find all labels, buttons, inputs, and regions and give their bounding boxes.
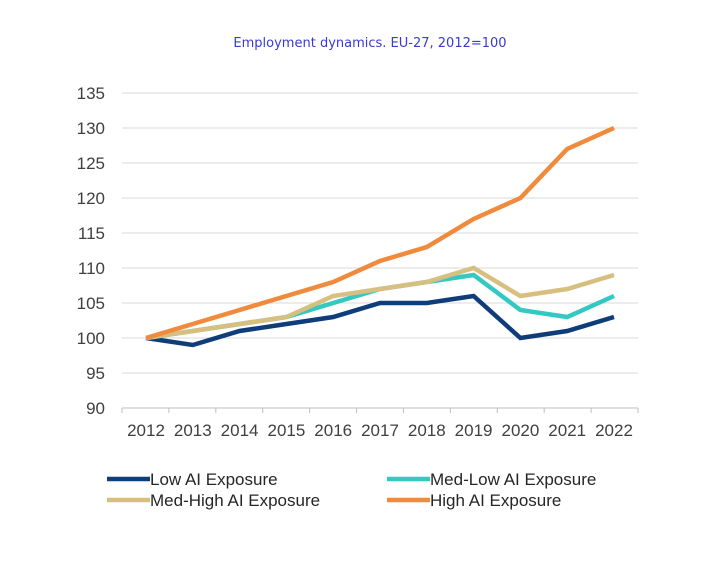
chart-title: Employment dynamics. EU-27, 2012=100 [233,36,507,51]
y-tick-label: 130 [77,119,105,138]
legend: Low AI Exposure Med-Low AI Exposure Med-Hi… [107,470,596,510]
y-tick-label: 100 [77,329,105,348]
legend-label: Med-High AI Exposure [150,491,320,510]
legend-label: Med-Low AI Exposure [430,470,596,489]
y-tick-label: 120 [77,189,105,208]
y-axis-ticks: 90 95 100 105 110 115 120 125 130 135 [77,84,105,418]
x-tick-label: 2022 [595,421,633,440]
x-tick-label: 2015 [267,421,305,440]
y-tick-label: 105 [77,294,105,313]
x-tick-label: 2016 [314,421,352,440]
x-tick-label: 2017 [361,421,399,440]
y-tick-label: 90 [86,399,105,418]
x-tick-label: 2018 [408,421,446,440]
x-tick-label: 2014 [221,421,259,440]
legend-label: High AI Exposure [430,491,561,510]
legend-item: High AI Exposure [387,491,561,510]
x-tick-label: 2021 [548,421,586,440]
y-tick-label: 110 [78,259,105,278]
x-axis-ticks: 2012 2013 2014 2015 2016 2017 2018 2019 2020 2021… [127,421,633,440]
x-tick-label: 2013 [174,421,212,440]
x-tick-label: 2012 [127,421,165,440]
y-tick-label: 95 [86,364,105,383]
legend-item: Med-Low AI Exposure [387,470,596,489]
y-tick-label: 125 [77,154,105,173]
y-tick-label: 115 [78,224,105,243]
x-tick-label: 2019 [455,421,493,440]
y-tick-label: 135 [77,84,105,103]
legend-item: Med-High AI Exposure [107,491,320,510]
legend-label: Low AI Exposure [150,470,278,489]
legend-item: Low AI Exposure [107,470,278,489]
series-lines [145,125,615,348]
x-tick-label: 2020 [501,421,539,440]
x-axis [121,407,639,413]
